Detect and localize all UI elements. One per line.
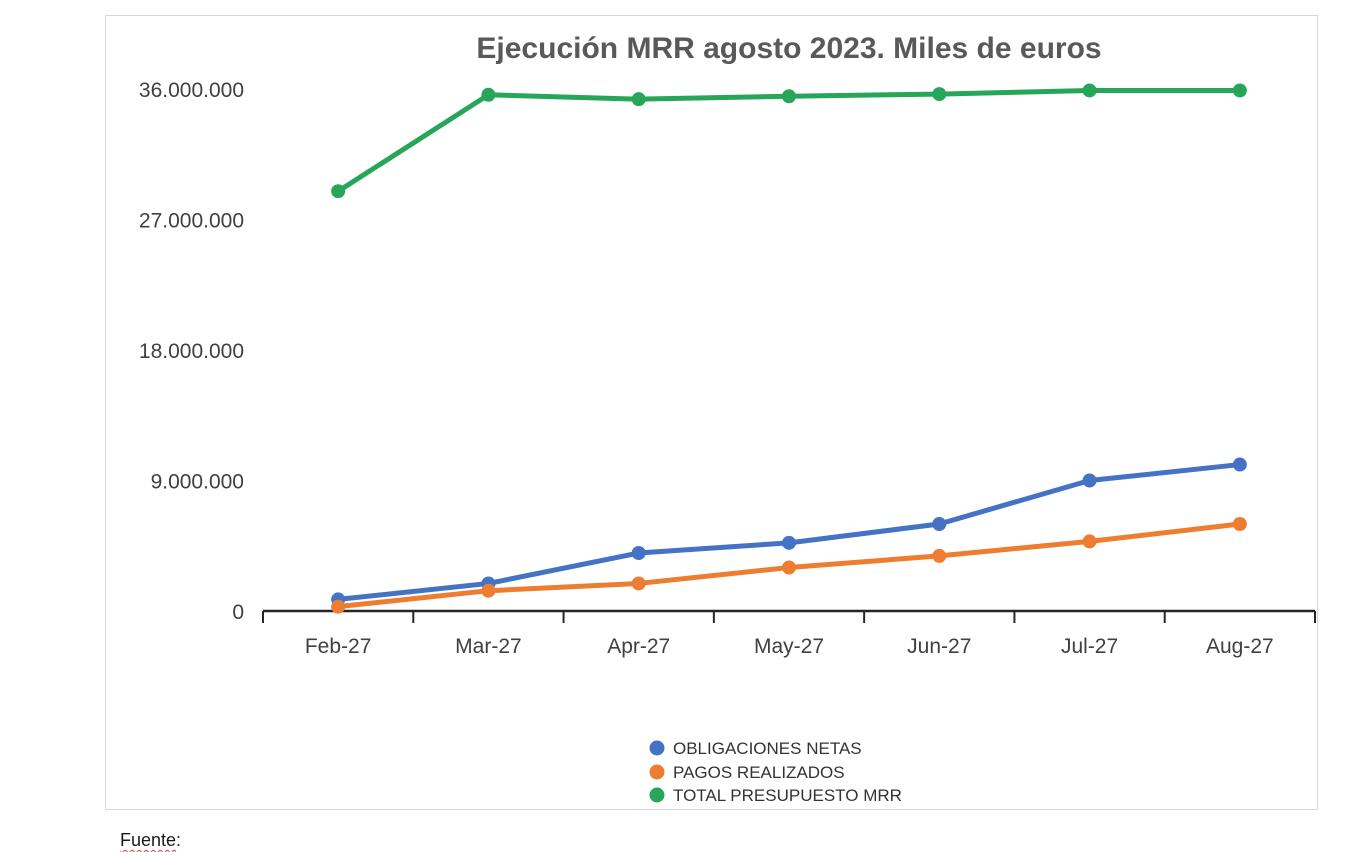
data-point-total-presupuesto-mrr <box>1082 83 1097 98</box>
legend-label-pagos-realizados: PAGOS REALIZADOS <box>673 763 845 782</box>
legend-label-total-presupuesto-mrr: TOTAL PRESUPUESTO MRR <box>673 786 902 805</box>
data-point-total-presupuesto-mrr <box>631 92 646 107</box>
source-colon: : <box>176 830 182 850</box>
data-point-obligaciones-netas <box>631 546 646 560</box>
data-point-pagos-realizados <box>932 548 947 563</box>
x-axis-tick-label: Jul-27 <box>1061 635 1118 658</box>
source-label: Fuente: <box>120 830 181 851</box>
data-point-total-presupuesto-mrr <box>932 87 947 102</box>
source-word: Fuente <box>120 830 177 850</box>
data-point-pagos-realizados <box>331 599 346 614</box>
x-axis-tick-label: Mar-27 <box>455 635 522 658</box>
y-axis-tick-label: 27.000.000 <box>139 210 244 233</box>
data-point-obligaciones-netas <box>782 535 796 550</box>
data-point-pagos-realizados <box>631 576 646 591</box>
chart-container: Ejecución MRR agosto 2023. Miles de euro… <box>105 15 1318 810</box>
chart-title: Ejecución MRR agosto 2023. Miles de euro… <box>476 32 1101 65</box>
y-axis-tick-label: 18.000.000 <box>139 340 244 363</box>
legend-label-obligaciones-netas: OBLIGACIONES NETAS <box>673 739 862 758</box>
y-axis-tick-label: 36.000.000 <box>139 79 244 102</box>
x-axis-tick-label: Jun-27 <box>907 635 971 658</box>
y-axis-tick-label: 0 <box>232 601 244 624</box>
data-point-total-presupuesto-mrr <box>782 89 796 104</box>
data-point-pagos-realizados <box>782 560 796 575</box>
series-line-obligaciones-netas <box>335 462 1243 602</box>
data-point-pagos-realizados <box>1232 517 1247 531</box>
legend-marker-pagos-realizados <box>649 764 665 780</box>
data-point-obligaciones-netas <box>1082 473 1097 488</box>
x-axis-tick-label: Aug-27 <box>1206 635 1274 658</box>
data-point-pagos-realizados <box>481 583 496 598</box>
series-line-total-presupuesto-mrr <box>335 87 1243 194</box>
x-axis-tick-label: Apr-27 <box>607 635 670 658</box>
data-point-total-presupuesto-mrr <box>481 87 496 102</box>
legend-marker-total-presupuesto-mrr <box>649 787 665 803</box>
y-axis-tick-label: 9.000.000 <box>151 471 244 494</box>
data-point-total-presupuesto-mrr <box>1232 83 1247 98</box>
legend-marker-obligaciones-netas <box>649 740 665 756</box>
line-chart: Ejecución MRR agosto 2023. Miles de euro… <box>139 32 1316 805</box>
data-point-obligaciones-netas <box>1232 457 1247 472</box>
x-axis-tick-label: Feb-27 <box>305 635 372 658</box>
data-point-pagos-realizados <box>1082 534 1097 549</box>
x-axis-tick-label: May-27 <box>754 635 824 658</box>
data-point-obligaciones-netas <box>932 517 947 531</box>
data-point-total-presupuesto-mrr <box>331 184 346 199</box>
